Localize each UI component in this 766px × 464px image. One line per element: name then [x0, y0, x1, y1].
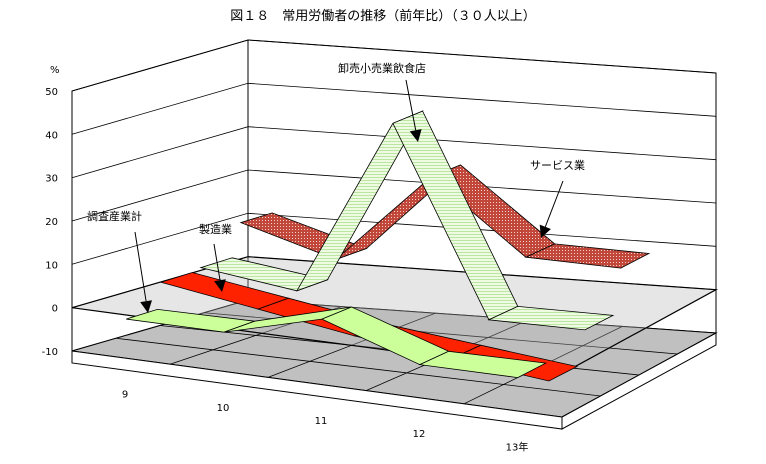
y-tick-label: 0 [52, 304, 58, 315]
gridline [71, 126, 717, 179]
x-tick-label: 12 [413, 429, 426, 440]
gridline [71, 212, 717, 265]
series-label: 卸売小売業飲食店 [338, 61, 426, 75]
ribbon-segment [487, 305, 615, 331]
x-tick-label: 11 [315, 416, 328, 427]
base-strip-side [561, 332, 717, 430]
callout-arrowhead [140, 300, 152, 313]
y-tick-label: 10 [45, 260, 58, 271]
gridline [71, 169, 717, 222]
ribbon-segment [418, 350, 548, 379]
chart-title: 図１８ 常用労働者の推移（前年比）（３０人以上） [230, 8, 536, 24]
series-0 [126, 306, 548, 379]
callout-arrowhead [539, 224, 551, 238]
callout-arrowhead [214, 279, 226, 292]
series-label: 調査産業計 [87, 209, 142, 223]
callout-line [134, 231, 147, 302]
gridline [71, 39, 717, 92]
callout-line [544, 180, 564, 227]
y-tick-label: 20 [45, 217, 58, 228]
y-tick-label: -10 [42, 347, 58, 358]
x-tick-label: 10 [217, 403, 230, 414]
y-tick-label: 30 [45, 174, 58, 185]
callout-line [405, 79, 417, 131]
x-tick-label: 9 [122, 390, 128, 401]
callout-line [213, 243, 221, 281]
y-tick-label: 50 [45, 87, 58, 98]
series-label: サービス業 [530, 159, 585, 172]
ribbon-segment [524, 243, 651, 269]
gridline [71, 82, 717, 135]
y-tick-label: 40 [45, 130, 58, 141]
y-axis-label: % [50, 65, 60, 76]
series-label: 製造業 [199, 222, 232, 236]
floor-gridline [115, 337, 601, 397]
x-tick-label: 13年 [506, 440, 529, 453]
callout-arrowhead [409, 129, 422, 142]
